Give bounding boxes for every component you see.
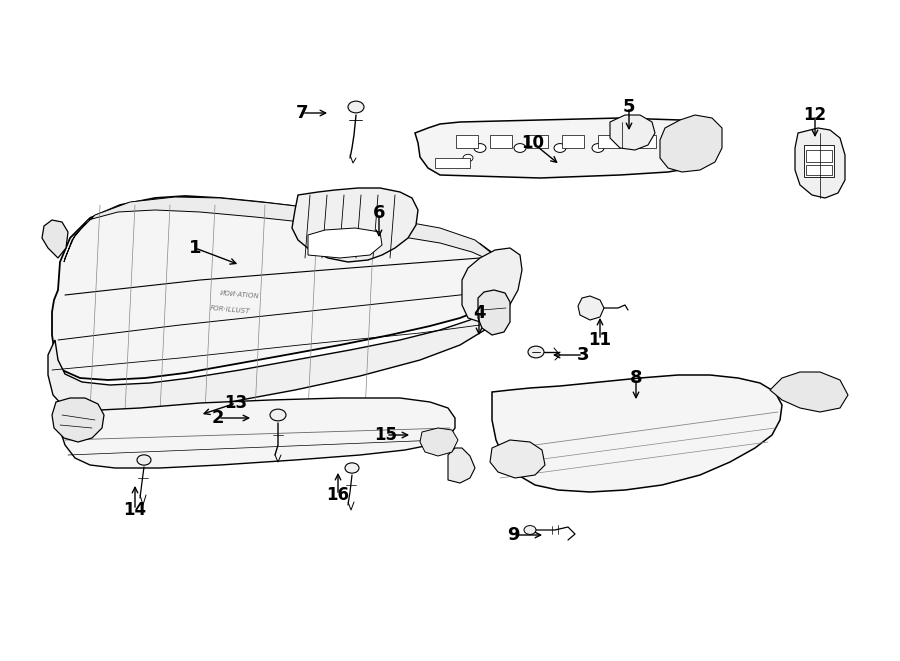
Polygon shape: [610, 115, 655, 150]
Circle shape: [524, 525, 536, 534]
Text: ИOИ·ATION: ИOИ·ATION: [220, 290, 260, 299]
Text: 13: 13: [224, 394, 248, 412]
Polygon shape: [415, 118, 710, 178]
Bar: [526, 135, 548, 148]
Circle shape: [270, 409, 286, 421]
Text: 7: 7: [296, 104, 308, 122]
Text: 8: 8: [630, 369, 643, 387]
Polygon shape: [578, 296, 604, 320]
Polygon shape: [490, 440, 545, 478]
Polygon shape: [52, 196, 502, 380]
Text: 6: 6: [373, 204, 385, 222]
Polygon shape: [492, 375, 782, 492]
Polygon shape: [795, 128, 845, 198]
Polygon shape: [770, 372, 848, 412]
Bar: [456, 135, 478, 148]
Polygon shape: [420, 428, 458, 456]
Text: 3: 3: [577, 346, 590, 364]
Polygon shape: [292, 188, 418, 262]
Text: FOR·ILLUST: FOR·ILLUST: [210, 305, 250, 315]
Polygon shape: [42, 220, 68, 258]
Circle shape: [514, 143, 526, 153]
Text: 11: 11: [589, 331, 611, 349]
Bar: [804, 145, 834, 177]
Circle shape: [348, 101, 364, 113]
Bar: [435, 158, 470, 168]
Polygon shape: [48, 295, 498, 415]
Text: 5: 5: [623, 98, 635, 116]
Circle shape: [137, 455, 151, 465]
Polygon shape: [58, 398, 455, 468]
Bar: [806, 150, 832, 162]
Polygon shape: [308, 228, 382, 258]
Polygon shape: [660, 115, 722, 172]
Bar: [806, 165, 832, 175]
Bar: [562, 135, 584, 148]
Circle shape: [592, 143, 604, 153]
Circle shape: [463, 154, 473, 162]
Text: 4: 4: [472, 304, 485, 322]
Bar: [634, 135, 656, 148]
Polygon shape: [448, 448, 475, 483]
Polygon shape: [52, 398, 104, 442]
Text: 10: 10: [521, 134, 544, 152]
Text: 15: 15: [374, 426, 398, 444]
Circle shape: [474, 143, 486, 153]
Polygon shape: [462, 248, 522, 322]
Polygon shape: [478, 290, 510, 335]
Bar: [490, 135, 512, 148]
Circle shape: [345, 463, 359, 473]
Text: 14: 14: [123, 501, 147, 519]
Circle shape: [554, 143, 566, 153]
Text: 9: 9: [507, 526, 519, 544]
Text: 12: 12: [804, 106, 826, 124]
Text: 1: 1: [189, 239, 202, 257]
Text: 2: 2: [212, 409, 224, 427]
Bar: [598, 135, 620, 148]
Polygon shape: [64, 197, 494, 262]
Circle shape: [528, 346, 544, 358]
Text: 16: 16: [327, 486, 349, 504]
